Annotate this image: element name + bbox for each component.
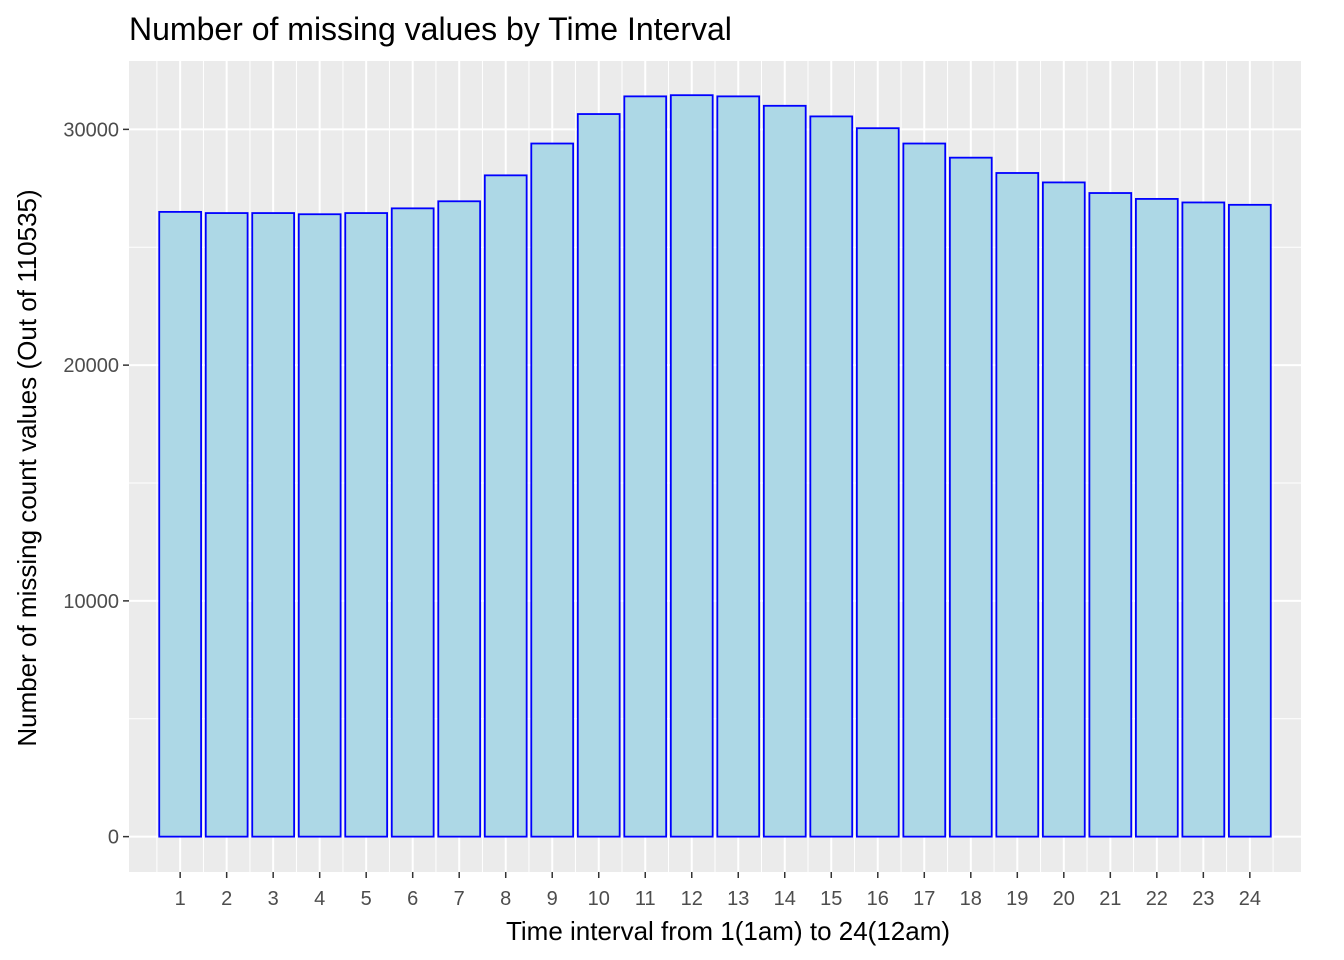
bar-15	[809, 115, 854, 838]
y-tick-label: 30000	[63, 119, 119, 141]
x-tick-label: 24	[1239, 888, 1261, 910]
bar-14	[762, 104, 807, 838]
bar-17	[902, 142, 947, 838]
bar-22	[1134, 198, 1179, 838]
x-tick-label: 19	[1006, 888, 1028, 910]
x-tick-label: 5	[361, 888, 372, 910]
bar-3	[251, 212, 296, 838]
bar-23	[1181, 201, 1226, 838]
y-tick-label: 0	[108, 827, 119, 849]
x-tick-label: 10	[588, 888, 610, 910]
bar-1	[158, 210, 202, 838]
y-tick-label: 10000	[63, 591, 119, 613]
x-tick-label: 15	[820, 888, 842, 910]
x-tick-label: 4	[314, 888, 325, 910]
bar-16	[855, 127, 900, 838]
bar-20	[1041, 181, 1086, 838]
x-tick-label: 11	[635, 888, 656, 910]
x-axis-title: Time interval from 1(1am) to 24(12am)	[506, 916, 950, 946]
x-tick-label: 17	[913, 888, 935, 910]
x-tick-label: 2	[221, 888, 232, 910]
bar-10	[576, 113, 621, 838]
x-tick-label: 22	[1146, 888, 1168, 910]
bar-5	[344, 212, 389, 838]
x-tick-label: 7	[454, 888, 465, 910]
x-tick-label: 14	[774, 888, 796, 910]
x-tick-label: 18	[960, 888, 982, 910]
x-tick-label: 9	[547, 888, 558, 910]
x-tick-label: 16	[867, 888, 889, 910]
x-axis: 1 2 3 4 5 6 7 8 9 10 11 12 13 14 15 16 17 18 19 20 21 22 23 24	[175, 872, 1261, 910]
x-tick-label: 23	[1192, 888, 1214, 910]
bar-11	[623, 95, 668, 838]
x-tick-label: 20	[1053, 888, 1075, 910]
bar-9	[530, 142, 575, 838]
bar-24	[1228, 203, 1272, 838]
bars	[158, 94, 1272, 838]
x-tick-label: 3	[268, 888, 279, 910]
bar-2	[204, 212, 249, 838]
bar-7	[437, 200, 482, 838]
bar-18	[948, 156, 993, 838]
chart-title: Number of missing values by Time Interva…	[129, 11, 732, 47]
x-tick-label: 12	[681, 888, 703, 910]
bar-13	[716, 95, 761, 838]
bar-6	[390, 207, 435, 838]
x-tick-label: 21	[1099, 888, 1121, 910]
y-tick-label: 20000	[63, 355, 119, 377]
bar-4	[297, 213, 342, 838]
bar-12	[669, 94, 714, 838]
x-tick-label: 8	[500, 888, 511, 910]
bar-21	[1088, 192, 1133, 838]
bar-8	[483, 174, 528, 838]
bar-19	[995, 172, 1040, 838]
y-axis: 0 10000 20000 30000	[63, 119, 129, 849]
x-tick-label: 13	[727, 888, 749, 910]
x-tick-label: 6	[407, 888, 418, 910]
y-axis-title: Number of missing count values (Out of 1…	[12, 189, 42, 746]
x-tick-label: 1	[175, 888, 186, 910]
